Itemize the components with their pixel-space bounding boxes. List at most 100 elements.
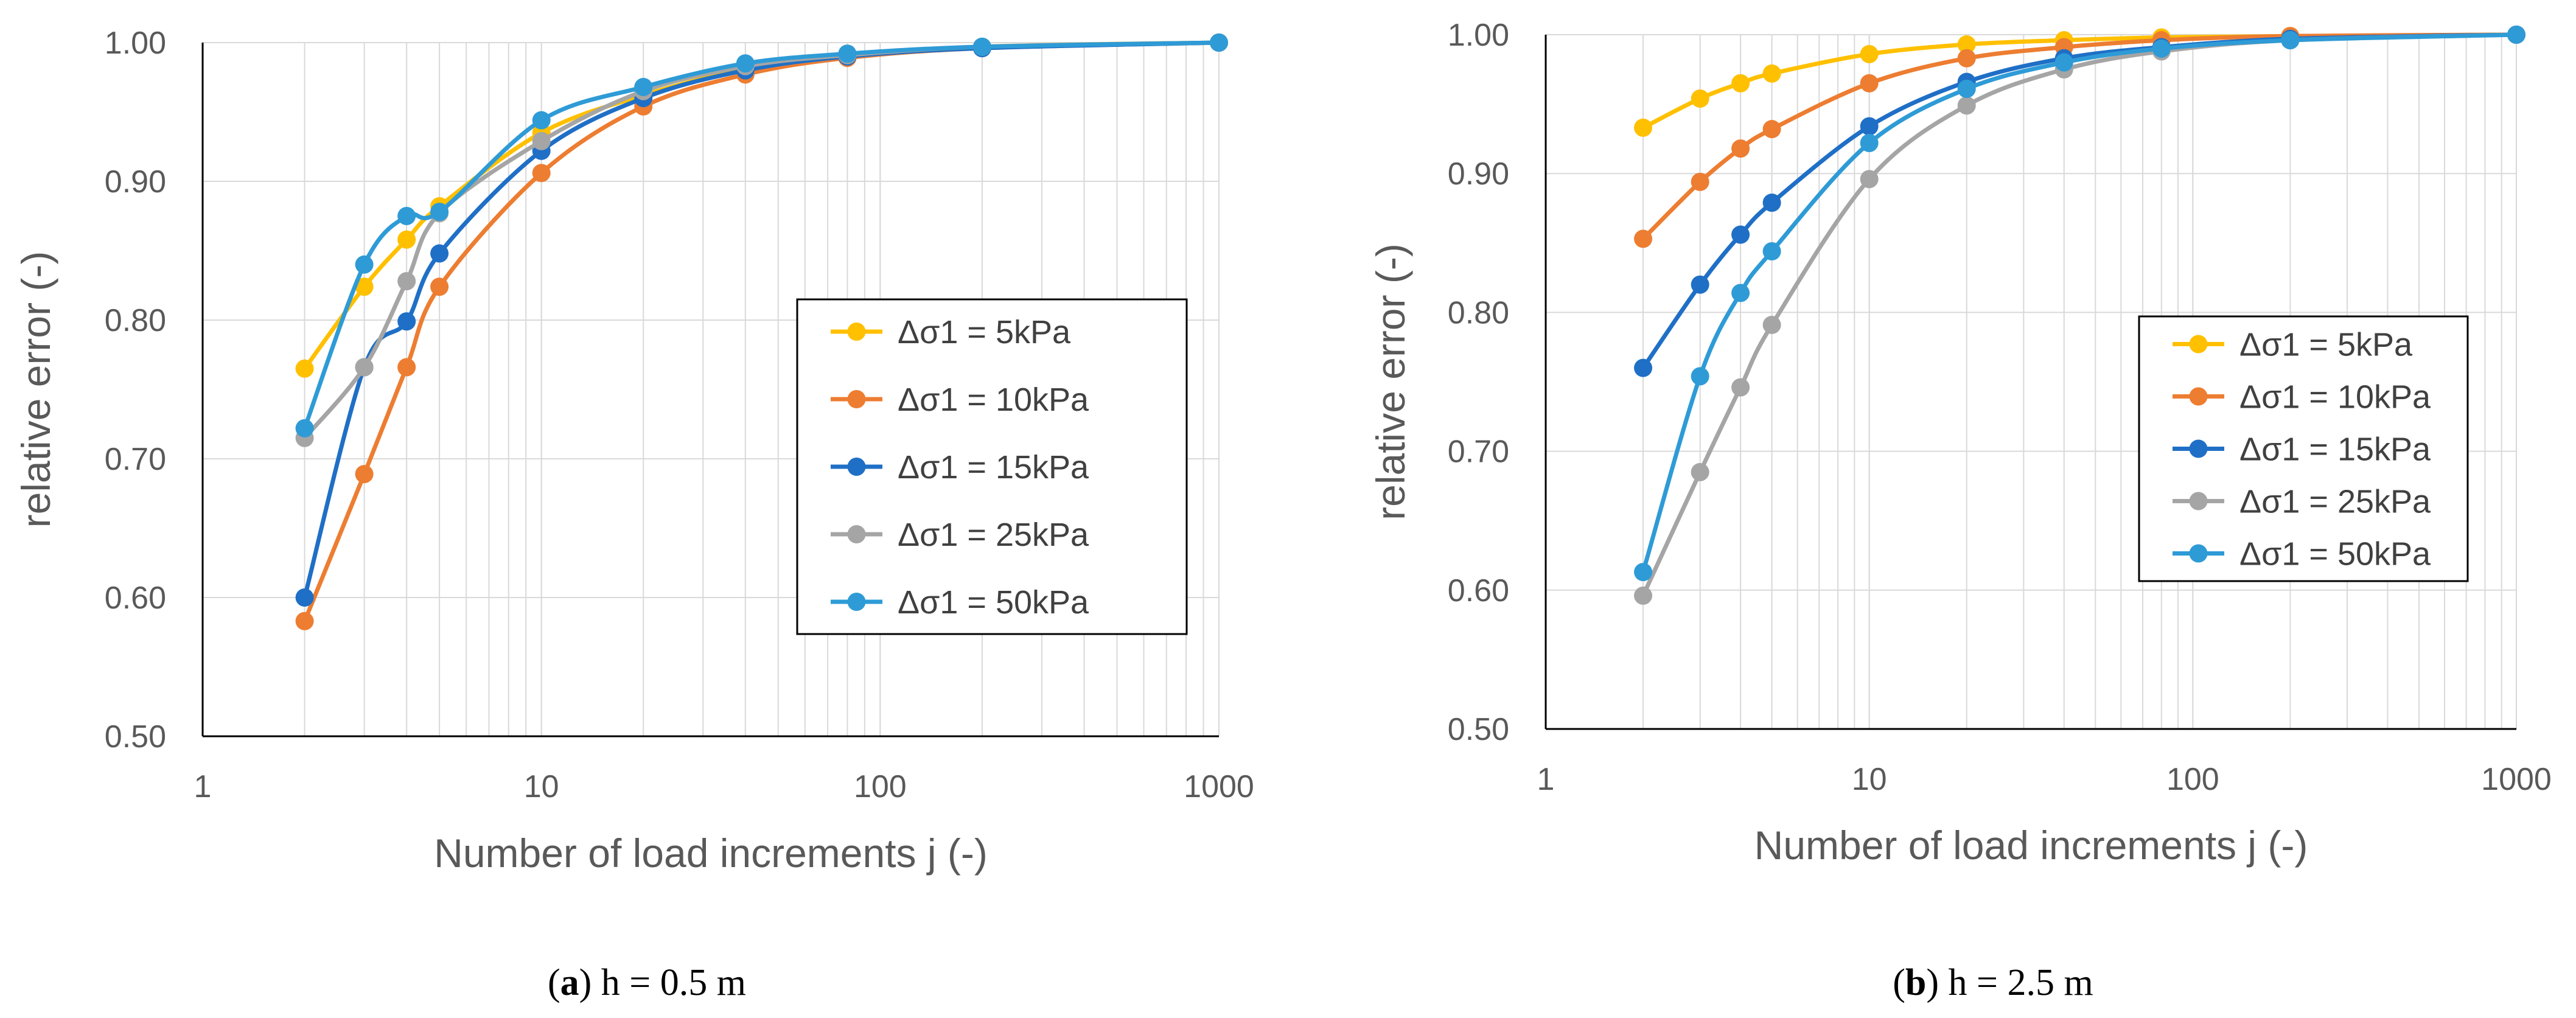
data-point	[532, 111, 551, 130]
data-point	[1731, 74, 1750, 92]
data-point	[2054, 53, 2073, 72]
data-point	[1731, 378, 1750, 397]
series-line	[302, 40, 1220, 429]
chart-caption: (a) h = 0.5 m	[548, 962, 746, 1003]
data-point	[1860, 133, 1879, 152]
chart-a: 0.50 0.60 0.70 0.80 0.90 1.00 1 10 100 1000 Number…	[13, 26, 1254, 1003]
data-point	[1634, 586, 1653, 605]
legend-label: Δσ1 = 50kPa	[2239, 536, 2431, 573]
data-point	[397, 230, 416, 249]
data-point	[430, 203, 449, 221]
data-point	[1731, 225, 1750, 244]
data-point	[1860, 44, 1879, 63]
y-tick-label: 0.90	[105, 164, 166, 200]
legend-swatch-marker	[2189, 492, 2208, 511]
data-point	[1634, 358, 1653, 377]
y-tick-label: 0.60	[105, 580, 166, 616]
x-tick-label: 100	[2166, 762, 2219, 797]
data-point	[2507, 26, 2525, 44]
data-point	[1691, 367, 1709, 386]
data-point	[1762, 315, 1781, 334]
data-point	[1691, 172, 1709, 191]
data-point	[736, 54, 755, 73]
chart-b: 0.50 0.60 0.70 0.80 0.90 1.00 1 10 100 1000 Number…	[1368, 18, 2552, 1003]
data-point	[1957, 79, 1976, 98]
data-point	[1762, 120, 1781, 139]
caption-letter: b	[1905, 962, 1926, 1003]
data-point	[532, 131, 551, 150]
data-point	[295, 419, 314, 438]
y-axis-title: relative error (-)	[13, 251, 58, 528]
caption-letter: a	[560, 962, 579, 1003]
series-5	[1634, 26, 2525, 582]
legend-swatch-marker	[847, 593, 866, 611]
legend-label: Δσ1 = 5kPa	[2239, 327, 2413, 363]
legend-label: Δσ1 = 25kPa	[898, 517, 1089, 553]
x-axis-title: Number of load increments j (-)	[1754, 823, 2308, 868]
caption-prefix: (	[1893, 962, 1905, 1003]
x-tick-label: 1000	[1184, 769, 1254, 804]
y-tick-label: 0.50	[1448, 712, 1509, 747]
x-tick-label: 1	[194, 769, 212, 804]
data-point	[397, 312, 416, 331]
data-point	[1731, 139, 1750, 158]
legend-swatch-marker	[847, 525, 866, 543]
series-line	[1641, 32, 2517, 573]
data-point	[972, 37, 991, 56]
legend: Δσ1 = 5kPa Δσ1 = 10kPa Δσ1 = 15kPa Δσ1 = 25…	[2138, 315, 2469, 582]
series-1	[1634, 26, 2525, 137]
legend-swatch-marker	[2189, 335, 2208, 354]
data-point	[2281, 31, 2300, 50]
data-point	[355, 255, 374, 274]
data-point	[295, 588, 314, 607]
data-point	[397, 272, 416, 291]
y-tick-label: 0.70	[105, 442, 166, 477]
y-tick-label: 0.70	[1448, 434, 1509, 470]
data-point	[1691, 462, 1709, 481]
data-point	[355, 358, 374, 377]
data-point	[1762, 193, 1781, 212]
chart-caption: (b) h = 2.5 m	[1893, 962, 2093, 1003]
legend-label: Δσ1 = 10kPa	[898, 382, 1089, 418]
data-point	[1634, 118, 1653, 137]
y-tick-label: 0.50	[105, 719, 166, 755]
x-tick-label: 10	[1852, 762, 1887, 797]
data-point	[295, 612, 314, 630]
x-tick-label: 100	[854, 769, 907, 804]
data-point	[1860, 170, 1879, 189]
series-5	[295, 33, 1228, 438]
data-point	[838, 44, 857, 63]
data-point	[1691, 275, 1709, 294]
data-point	[1731, 284, 1750, 302]
data-point	[355, 277, 374, 296]
legend-swatch-marker	[847, 458, 866, 476]
data-point	[295, 359, 314, 378]
y-axis-title: relative error (-)	[1368, 243, 1413, 520]
data-point	[1210, 33, 1228, 52]
x-tick-label: 1	[1537, 762, 1555, 797]
y-tick-label: 0.90	[1448, 156, 1509, 192]
data-point	[1762, 64, 1781, 83]
x-tick-label: 1000	[2481, 762, 2552, 797]
y-tick-label: 1.00	[1448, 18, 1509, 53]
x-axis-title: Number of load increments j (-)	[434, 831, 988, 876]
legend: Δσ1 = 5kPa Δσ1 = 10kPa Δσ1 = 15kPa Δσ1 = 25…	[796, 298, 1188, 635]
legend-label: Δσ1 = 25kPa	[2239, 484, 2431, 520]
legend-swatch-marker	[847, 390, 866, 408]
data-point	[1957, 35, 1976, 54]
legend-swatch-marker	[2189, 439, 2208, 458]
data-point	[1691, 89, 1709, 108]
data-point	[355, 465, 374, 484]
legend-swatch-marker	[847, 322, 866, 341]
data-point	[430, 244, 449, 263]
data-point	[1634, 229, 1653, 248]
x-tick-label: 10	[524, 769, 559, 804]
caption-prefix: (	[548, 962, 560, 1003]
data-point	[1957, 49, 1976, 68]
y-tick-label: 1.00	[105, 26, 166, 61]
data-point	[1634, 563, 1653, 582]
legend-label: Δσ1 = 15kPa	[2239, 431, 2431, 468]
data-point	[2152, 39, 2171, 58]
data-point	[532, 164, 551, 183]
